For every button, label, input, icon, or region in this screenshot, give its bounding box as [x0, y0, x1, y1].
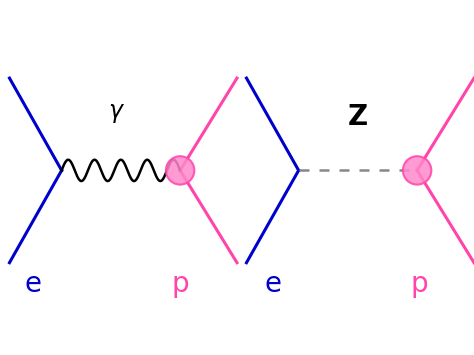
Text: p: p: [410, 270, 428, 298]
Ellipse shape: [403, 156, 431, 185]
Text: e: e: [25, 270, 42, 298]
Ellipse shape: [166, 156, 194, 185]
Text: p: p: [171, 270, 189, 298]
Text: e: e: [264, 270, 281, 298]
Text: Z: Z: [348, 103, 368, 131]
Text: $\gamma$: $\gamma$: [108, 102, 125, 125]
